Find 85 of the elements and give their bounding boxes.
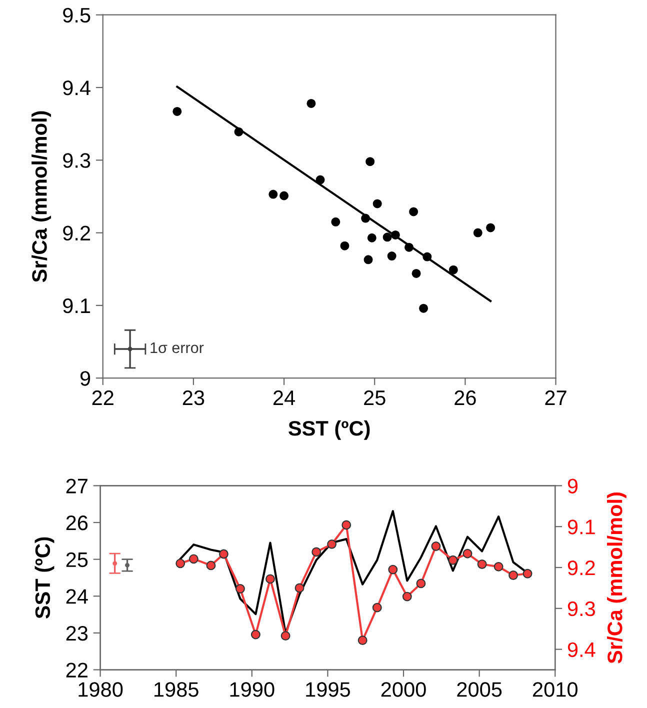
y2-tick-label: 9.2 — [568, 560, 595, 576]
y-axis-title: Sr/Ca (mmol/mol) — [32, 111, 51, 282]
point — [188, 554, 198, 564]
y2-tick-label: 9.1 — [568, 520, 595, 534]
point — [508, 570, 518, 580]
point — [342, 520, 352, 530]
point — [419, 304, 428, 313]
x-tick-label: 1990 — [230, 682, 274, 697]
point — [327, 539, 337, 549]
x-tick-label: 27 — [545, 390, 566, 405]
point — [387, 252, 396, 261]
point — [388, 564, 398, 574]
y-tick-label: 9.2 — [63, 226, 90, 241]
point — [404, 242, 414, 252]
point — [331, 217, 340, 226]
point — [402, 592, 412, 602]
point — [473, 228, 482, 238]
y-tick-label: 9 — [80, 371, 90, 386]
y-tick-label: 22 — [66, 662, 88, 678]
x-tick-label: 25 — [364, 390, 386, 406]
point — [416, 578, 426, 588]
x-tick-label: 2000 — [381, 682, 426, 697]
point — [268, 190, 278, 199]
point — [448, 555, 458, 565]
point — [234, 127, 244, 136]
y-axis-title: SST (ºC) — [34, 537, 54, 619]
point — [372, 199, 382, 208]
y-tick-label: 9.5 — [63, 8, 90, 23]
x-tick-label: 22 — [92, 390, 114, 405]
annotation: 1σ error — [150, 342, 204, 354]
y-tick-label: 23 — [66, 626, 88, 641]
point — [218, 549, 228, 559]
point — [382, 232, 392, 242]
y-tick-label: 9.3 — [63, 153, 90, 168]
point — [486, 223, 496, 232]
point — [316, 175, 325, 184]
y-tick-label: 9.1 — [63, 298, 90, 314]
y-tick-label: 25 — [66, 552, 88, 568]
x-tick-label: 1985 — [154, 682, 198, 697]
x-tick-label: 26 — [454, 390, 476, 406]
point — [409, 207, 418, 216]
y2-tick-label: 9 — [568, 478, 578, 494]
point — [206, 560, 216, 570]
y-tick-label: 24 — [66, 589, 88, 604]
point — [412, 268, 421, 278]
y-tick-label: 9.4 — [63, 80, 90, 96]
x-tick-label: 2005 — [457, 682, 502, 697]
point — [128, 346, 132, 352]
x-tick-label: 1995 — [306, 682, 350, 697]
x-tick-label: 23 — [182, 390, 204, 406]
x-tick-label: 2010 — [533, 682, 578, 697]
point — [250, 630, 260, 640]
point — [366, 157, 375, 166]
point — [522, 568, 532, 578]
point — [477, 560, 487, 569]
y2-tick-label: 9.3 — [568, 601, 595, 616]
point — [306, 98, 316, 108]
point — [494, 562, 504, 572]
point — [367, 233, 376, 242]
point — [431, 542, 441, 551]
y-tick-label: 26 — [66, 516, 88, 530]
point — [372, 602, 382, 612]
point — [364, 255, 373, 264]
x-tick-label: 24 — [273, 390, 296, 405]
y-tick-label: 27 — [66, 478, 88, 494]
point — [361, 214, 370, 223]
point — [280, 191, 289, 200]
point — [340, 241, 350, 250]
y2-axis-title: Sr/Ca (mmol/mol) — [607, 492, 626, 664]
point — [390, 230, 400, 240]
point — [358, 636, 368, 646]
point — [422, 252, 432, 262]
x-tick-label: 1980 — [78, 682, 123, 697]
point — [172, 106, 182, 116]
point — [294, 583, 304, 593]
point — [112, 561, 118, 566]
y2-tick-label: 9.4 — [568, 642, 596, 658]
point — [280, 631, 290, 641]
x-axis-title: SST (ºC) — [288, 420, 370, 440]
point — [176, 558, 186, 568]
point — [462, 548, 472, 558]
point — [266, 574, 275, 584]
point — [312, 547, 322, 557]
point — [448, 265, 458, 274]
point — [236, 584, 245, 594]
